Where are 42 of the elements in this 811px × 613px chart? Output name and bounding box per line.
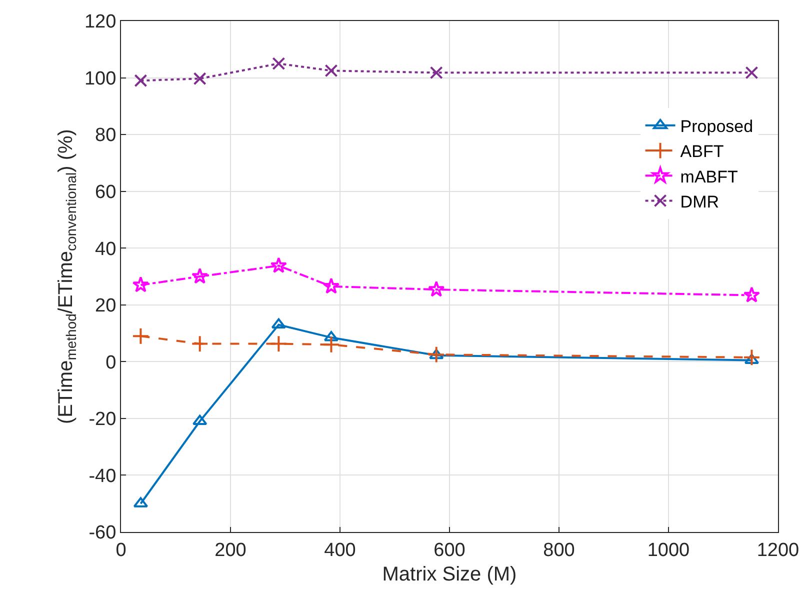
y-tick-label: 60 xyxy=(95,182,116,203)
point xyxy=(191,335,209,352)
x-tick-label: 200 xyxy=(214,540,246,561)
point xyxy=(428,346,446,364)
point xyxy=(743,286,760,302)
y-tick-label: 20 xyxy=(95,296,116,317)
x-tick-label: 1000 xyxy=(647,540,690,561)
point xyxy=(324,64,338,78)
point xyxy=(430,66,443,80)
y-tick-label: 40 xyxy=(95,238,116,260)
x-tick-label: 800 xyxy=(543,540,575,561)
legend-label: DMR xyxy=(680,192,720,212)
y-tick-label: -20 xyxy=(88,409,116,430)
point xyxy=(270,335,288,352)
x-axis-title: Matrix Size (M) xyxy=(382,563,517,586)
point xyxy=(745,66,758,80)
point xyxy=(132,276,150,292)
y-tick-label: 80 xyxy=(95,125,116,146)
point xyxy=(134,74,148,88)
point xyxy=(322,278,340,294)
point xyxy=(429,348,444,360)
point xyxy=(428,280,445,297)
x-tick-label: 400 xyxy=(324,540,356,561)
y-tick-label: 0 xyxy=(106,352,116,374)
x-tick-label: 600 xyxy=(434,540,466,561)
point xyxy=(192,268,208,284)
point xyxy=(322,336,340,354)
point xyxy=(192,414,208,426)
point xyxy=(193,72,206,86)
legend-label: Proposed xyxy=(680,117,754,136)
y-tick-label: 100 xyxy=(84,68,116,90)
point xyxy=(743,348,760,366)
legend-label: mABFT xyxy=(680,167,738,186)
point xyxy=(272,57,286,70)
y-tick-label: -40 xyxy=(88,466,116,487)
point xyxy=(270,257,287,273)
y-tick-label: -60 xyxy=(88,522,116,544)
legend-label: ABFT xyxy=(680,142,724,162)
x-tick-label: 1200 xyxy=(756,540,800,561)
y-tick-label: 120 xyxy=(84,12,116,33)
point xyxy=(132,327,150,345)
point xyxy=(271,318,286,329)
